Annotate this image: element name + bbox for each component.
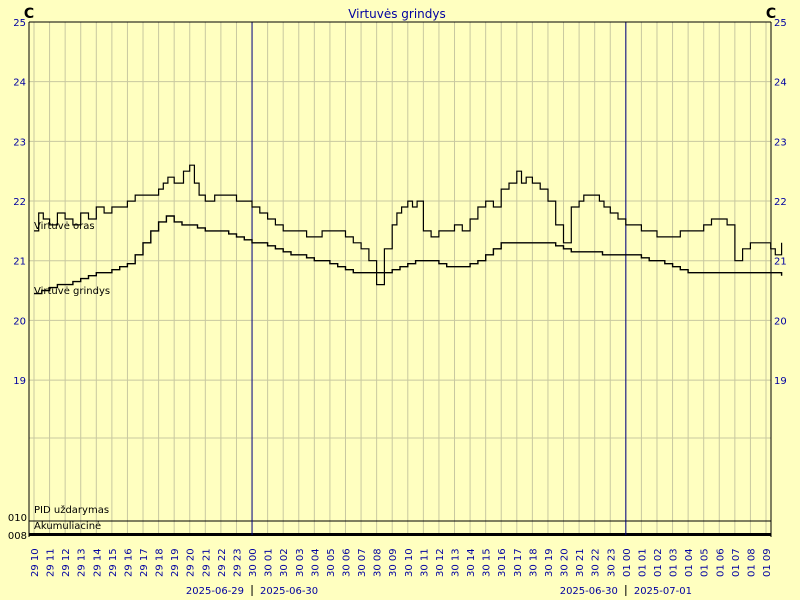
y-axis-unit-right: C — [766, 6, 776, 22]
track-value-akumuliacine: 008 — [8, 531, 27, 542]
date-label-left: 2025-06-30 — [560, 586, 618, 597]
y-tick-label-right: 23 — [774, 137, 787, 148]
y-tick-label-right: 21 — [774, 257, 787, 268]
track-label-akumuliacine: Akumuliacinė — [34, 521, 101, 532]
x-tick-label: 30 11 — [419, 548, 430, 577]
y-tick-label-left: 22 — [13, 197, 26, 208]
grid-lines — [29, 21, 771, 535]
date-label-left: 2025-06-29 — [186, 586, 244, 597]
x-tick-label: 29 20 — [186, 548, 197, 577]
x-tick-label: 29 19 — [170, 548, 181, 577]
x-tick-label: 01 09 — [762, 548, 773, 577]
track-label-pid: PID uždarymas — [34, 504, 109, 516]
x-tick-label: 30 14 — [466, 548, 477, 577]
x-tick-label: 29 17 — [139, 548, 150, 577]
y-tick-label-right: 25 — [774, 18, 787, 29]
x-tick-label: 29 13 — [77, 548, 88, 577]
x-tick-label: 01 04 — [684, 548, 695, 577]
x-tick-labels: 29 10 29 11 29 12 29 13 29 14 29 15 29 16 29 17… — [30, 548, 773, 577]
x-tick-label: 30 21 — [575, 548, 586, 577]
series-lines — [34, 164, 783, 295]
y-tick-label-right: 19 — [774, 376, 787, 387]
series-label-floor: Virtuvė grindys — [34, 286, 110, 297]
y-tick-label-right: 24 — [774, 78, 787, 89]
x-tick-label: 30 08 — [373, 548, 384, 577]
x-tick-label: 30 09 — [388, 548, 399, 577]
x-tick-label: 29 14 — [92, 548, 103, 577]
axes — [28, 21, 772, 537]
x-tick-label: 29 16 — [123, 548, 134, 577]
x-tick-label: 29 23 — [232, 548, 243, 577]
x-tick-label: 01 05 — [700, 548, 711, 577]
x-tick-label: 01 07 — [731, 548, 742, 577]
x-tick-label: 01 03 — [669, 548, 680, 577]
series-line-floor — [34, 215, 783, 295]
x-tick-label: 29 22 — [217, 548, 228, 577]
x-tick-label: 01 08 — [746, 548, 757, 577]
x-tick-label: 30 07 — [357, 548, 368, 577]
y-tick-labels: 19 19 20 20 21 21 22 22 23 23 24 24 25 25 — [13, 18, 786, 387]
y-tick-label-left: 25 — [13, 18, 26, 29]
x-tick-label: 30 19 — [544, 548, 555, 577]
series-label-air: Virtuvė oras — [34, 221, 95, 232]
y-tick-label-left: 20 — [13, 316, 26, 327]
x-tick-label: 30 20 — [560, 548, 571, 577]
x-tick-label: 30 17 — [513, 548, 524, 577]
y-tick-label-right: 20 — [774, 316, 787, 327]
date-label-right: 2025-07-01 — [634, 586, 692, 597]
date-label-right: 2025-06-30 — [260, 586, 318, 597]
x-tick-label: 30 06 — [341, 548, 352, 577]
x-tick-label: 30 03 — [295, 548, 306, 577]
x-tick-label: 01 06 — [715, 548, 726, 577]
x-tick-label: 29 21 — [201, 548, 212, 577]
x-tick-label: 30 16 — [497, 548, 508, 577]
y-tick-label-left: 23 — [13, 137, 26, 148]
chart-title: Virtuvės grindys — [348, 7, 446, 21]
x-tick-label: 30 02 — [279, 548, 290, 577]
x-tick-label: 30 00 — [248, 548, 259, 577]
x-tick-label: 29 10 — [30, 548, 41, 577]
y-axis-unit-left: C — [24, 6, 34, 22]
day-dividers — [251, 22, 627, 535]
y-tick-label-left: 19 — [13, 376, 26, 387]
x-tick-label: 30 01 — [264, 548, 275, 577]
x-tick-label: 29 15 — [108, 548, 119, 577]
x-tick-label: 30 13 — [451, 548, 462, 577]
y-tick-label-right: 22 — [774, 197, 787, 208]
x-tick-label: 29 18 — [155, 548, 166, 577]
x-tick-label: 01 02 — [653, 548, 664, 577]
track-value-pid: 010 — [8, 513, 27, 524]
x-tick-label: 29 12 — [61, 548, 72, 577]
x-tick-label: 30 05 — [326, 548, 337, 577]
x-tick-label: 30 15 — [482, 548, 493, 577]
x-tick-label: 01 01 — [637, 548, 648, 577]
x-tick-label: 30 22 — [591, 548, 602, 577]
x-tick-label: 01 00 — [622, 548, 633, 577]
x-tick-label: 30 18 — [528, 548, 539, 577]
y-tick-label-left: 24 — [13, 78, 26, 89]
x-tick-label: 30 04 — [310, 548, 321, 577]
x-tick-label: 30 12 — [435, 548, 446, 577]
x-tick-label: 30 10 — [404, 548, 415, 577]
bottom-tracks — [29, 520, 771, 536]
x-tick-label: 30 23 — [606, 548, 617, 577]
y-tick-label-left: 21 — [13, 257, 26, 268]
track-akumuliacine-bar — [29, 533, 771, 536]
date-labels: 2025-06-29 2025-06-30 2025-06-30 2025-07-01 — [186, 585, 692, 597]
series-line-air — [34, 164, 783, 286]
x-tick-label: 29 11 — [46, 548, 57, 577]
